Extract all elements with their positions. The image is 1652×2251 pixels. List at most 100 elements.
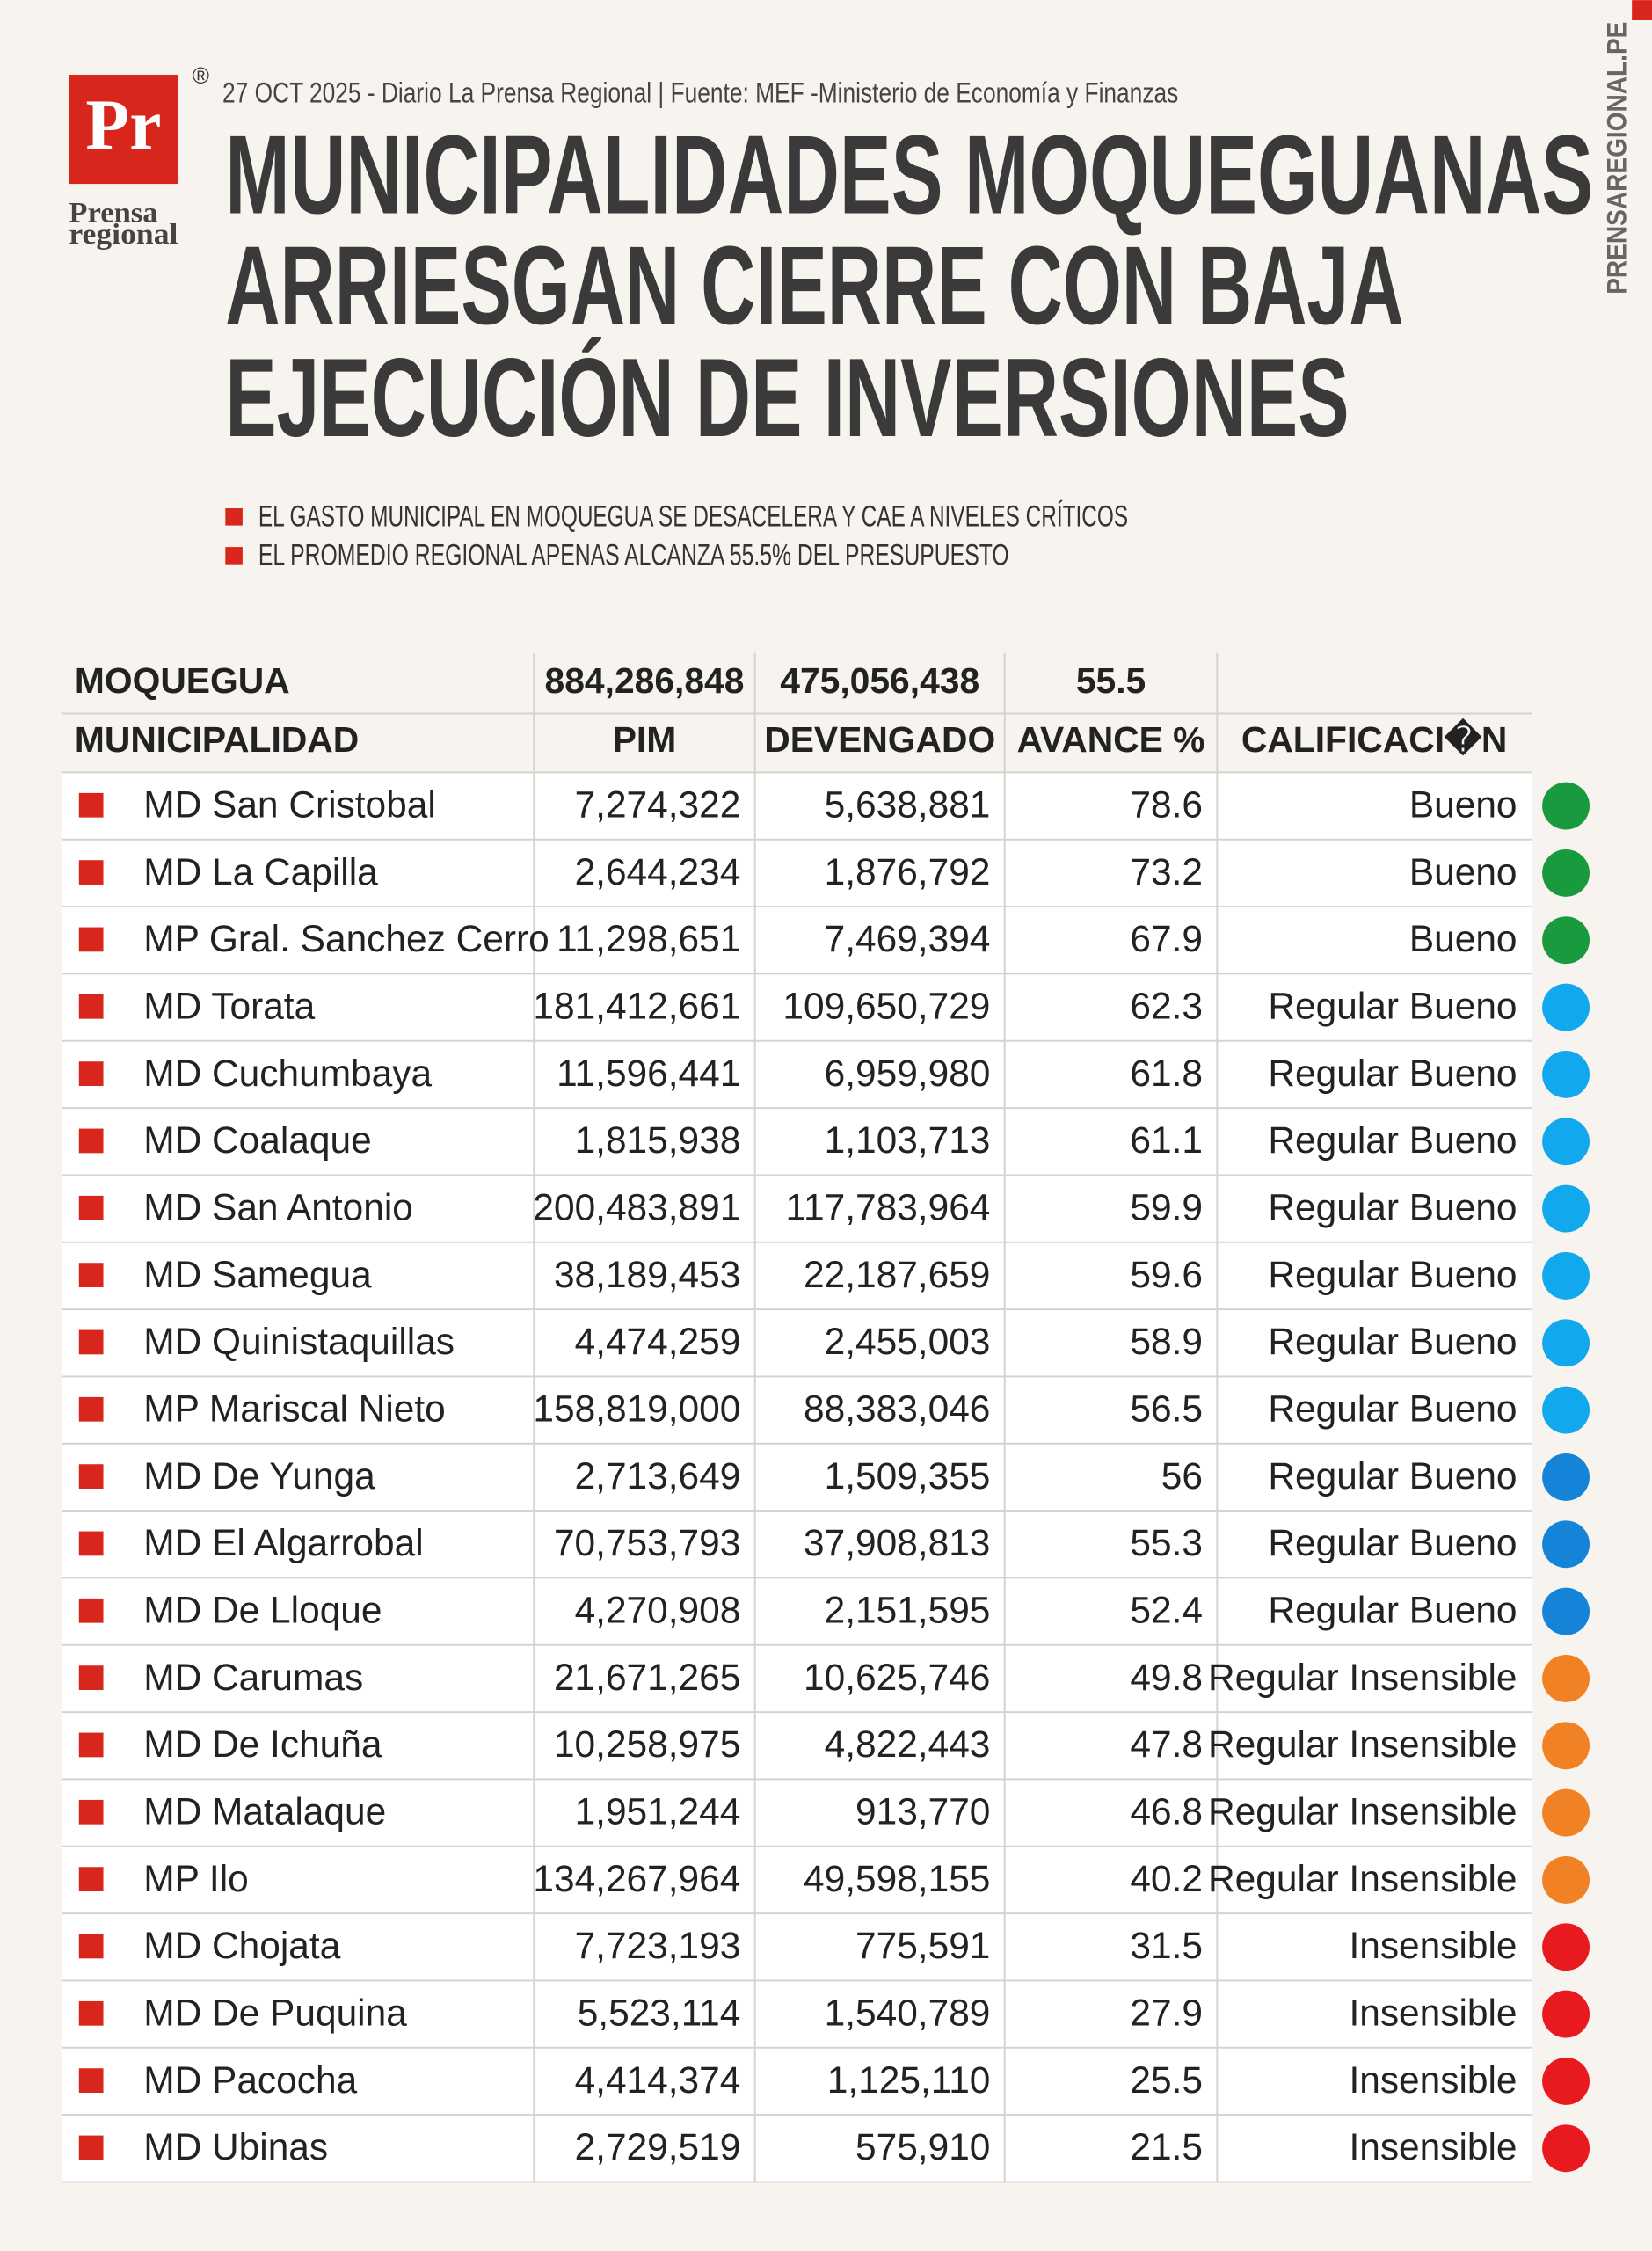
cell: 22,187,659 [804, 1254, 990, 1295]
side-text: PRENSAREGIONAL.PE [1602, 22, 1633, 295]
row-marker [78, 1195, 104, 1220]
rating-dot [1542, 983, 1590, 1031]
cell: 25.5 [1130, 2059, 1203, 2101]
totals-label: MOQUEGUA [75, 660, 290, 701]
cell: 10,625,746 [804, 1657, 990, 1698]
cell: 158,819,000 [533, 1388, 740, 1429]
corner-mark [1632, 0, 1652, 20]
rating-dot [1542, 1587, 1590, 1635]
cell: 38,189,453 [554, 1254, 740, 1295]
title-line: ARRIESGAN CIERRE CON BAJA [225, 222, 1403, 347]
rating-dot [1542, 1050, 1590, 1098]
cell: 117,783,964 [786, 1186, 991, 1227]
cell: Regular Insensible [1208, 1723, 1517, 1765]
cell: 4,474,259 [575, 1321, 741, 1362]
cell: 1,876,792 [825, 851, 991, 892]
cell: Regular Bueno [1268, 1186, 1517, 1227]
row-marker [78, 1464, 104, 1489]
rating-dot [1542, 1923, 1590, 1971]
bullet-mark [225, 547, 243, 565]
column-header: CALIFICACI�N [1241, 718, 1507, 760]
rating-dot [1542, 1319, 1590, 1367]
municipality: MD De Yunga [143, 1455, 375, 1497]
row-marker [78, 1867, 104, 1892]
row-marker [78, 994, 104, 1019]
cell: Regular Insensible [1208, 1858, 1517, 1899]
row-marker [78, 2135, 104, 2160]
cell: 1,815,938 [575, 1119, 741, 1161]
cell: 7,274,322 [575, 783, 741, 825]
row-marker [78, 2000, 104, 2026]
rating-dot [1542, 1386, 1590, 1434]
column-header: MUNICIPALIDAD [75, 719, 359, 760]
cell: 67.9 [1130, 918, 1203, 959]
municipality: MD Pacocha [143, 2059, 357, 2101]
rating-dot [1542, 782, 1590, 830]
municipality: MD De Ichuña [143, 1723, 382, 1765]
row-marker [78, 1128, 104, 1154]
municipality: MD Quinistaquillas [143, 1321, 455, 1362]
cell: Bueno [1409, 851, 1517, 892]
rating-dot [1542, 2058, 1590, 2105]
cell: Insensible [1349, 2059, 1517, 2101]
cell: 61.8 [1130, 1053, 1203, 1094]
row-marker [78, 1396, 104, 1422]
row-marker [78, 792, 104, 818]
brand-line: regional [69, 219, 178, 251]
cell: 59.6 [1130, 1254, 1203, 1295]
logo: Pr [85, 84, 161, 164]
row-marker [78, 927, 104, 952]
column-header: PIM [613, 719, 677, 760]
totals-cell: 884,286,848 [545, 660, 745, 701]
cell: Bueno [1409, 918, 1517, 959]
cell: 200,483,891 [533, 1186, 740, 1227]
dateline: 27 OCT 2025 - Diario La Prensa Regional … [222, 76, 1178, 108]
rating-dot [1542, 2124, 1590, 2173]
cell: Insensible [1349, 2126, 1517, 2167]
logo-box [69, 75, 178, 185]
title-line: EJECUCIÓN DE INVERSIONES [225, 335, 1349, 460]
column-header: DEVENGADO [764, 719, 995, 760]
table: MOQUEGUA 884,286,848 475,056,438 55.5 MUNICI… [62, 652, 1590, 2183]
municipality: MD De Puquina [143, 1992, 407, 2033]
cell: 2,713,649 [575, 1455, 741, 1497]
cell: Regular Bueno [1268, 1388, 1517, 1429]
municipality: MD Coalaque [143, 1119, 371, 1161]
cell: 49.8 [1130, 1657, 1203, 1698]
cell: Regular Bueno [1268, 1589, 1517, 1630]
municipality: MD San Antonio [143, 1186, 413, 1227]
cell: Regular Bueno [1268, 1254, 1517, 1295]
row-marker [78, 2068, 104, 2094]
cell: 61.1 [1130, 1119, 1203, 1161]
municipality: MD Ubinas [143, 2126, 328, 2167]
bullet: EL PROMEDIO REGIONAL APENAS ALCANZA 55.5… [258, 539, 1009, 572]
rating-dot [1542, 1520, 1590, 1569]
cell: 21.5 [1130, 2126, 1203, 2167]
cell: 134,267,964 [533, 1858, 740, 1899]
bullet-mark [225, 508, 243, 526]
logo-mark: ® [193, 62, 209, 89]
cell: Insensible [1349, 1992, 1517, 2033]
cell: 575,910 [855, 2126, 990, 2167]
row-marker [78, 1732, 104, 1758]
cell: 1,951,244 [575, 1790, 741, 1832]
cell: 59.9 [1130, 1186, 1203, 1227]
rating-dot [1542, 916, 1590, 965]
cell: 73.2 [1130, 851, 1203, 892]
cell: Regular Insensible [1208, 1790, 1517, 1832]
cell: 4,822,443 [825, 1723, 991, 1765]
cell: 7,723,193 [575, 1925, 741, 1966]
cell: 913,770 [855, 1790, 990, 1832]
rating-dot [1542, 1654, 1590, 1702]
cell: 70,753,793 [554, 1522, 740, 1563]
cell: Regular Bueno [1268, 1455, 1517, 1497]
cell: Regular Bueno [1268, 1522, 1517, 1563]
column-header: AVANCE % [1017, 719, 1205, 760]
cell: 37,908,813 [804, 1522, 990, 1563]
cell: 56 [1161, 1455, 1203, 1497]
rating-dot [1542, 1856, 1590, 1904]
cell: 47.8 [1130, 1723, 1203, 1765]
cell: Regular Bueno [1268, 985, 1517, 1026]
cell: 27.9 [1130, 1992, 1203, 2033]
